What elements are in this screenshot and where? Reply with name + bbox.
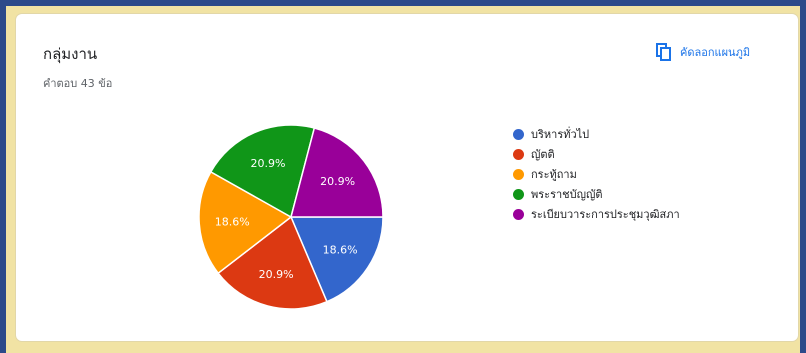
chart-legend: บริหารทั่วไปญัตติกระทู้ถามพระราชบัญญัติร… — [513, 124, 680, 224]
pie-slice-5 — [290, 127, 384, 218]
legend-item: บริหารทั่วไป — [513, 124, 680, 144]
pie-slice-3 — [198, 170, 293, 275]
copy-chart-button[interactable]: คัดลอกแผนภูมิ — [656, 40, 750, 64]
legend-item: ระเบียบวาระการประชุมวุฒิสภา — [513, 204, 680, 224]
legend-label: กระทู้ถาม — [531, 168, 577, 181]
legend-label: ระเบียบวาระการประชุมวุฒิสภา — [531, 208, 680, 221]
copy-icon — [656, 43, 672, 61]
legend-label: ญัตติ — [531, 148, 555, 161]
legend-label: พระราชบัญญัติ — [531, 188, 603, 201]
slice-value-label: 18.6% — [323, 244, 358, 257]
legend-swatch — [513, 128, 524, 140]
chart-card: กลุ่มงาน คำตอบ 43 ข้อ คัดลอกแผนภูมิ 18.6… — [16, 14, 798, 341]
legend-swatch — [513, 188, 524, 200]
card-title: กลุ่มงาน — [43, 45, 98, 63]
slice-value-label: 18.6% — [215, 215, 250, 228]
legend-swatch — [513, 168, 524, 180]
pie-slice-1 — [289, 216, 384, 303]
copy-chart-label: คัดลอกแผนภูมิ — [680, 46, 751, 59]
legend-item: ญัตติ — [513, 144, 680, 164]
slice-value-label: 20.9% — [259, 268, 294, 281]
pie-slice-4 — [209, 124, 316, 219]
legend-swatch — [513, 148, 524, 160]
legend-item: กระทู้ถาม — [513, 164, 680, 184]
pie-slice-2 — [217, 215, 328, 310]
response-count: คำตอบ 43 ข้อ — [43, 77, 113, 90]
slice-value-label: 20.9% — [251, 157, 286, 170]
pie-chart: 18.6% 20.9% 18.6% 20.9% 20.9% — [198, 124, 384, 310]
legend-swatch — [513, 208, 524, 220]
slice-value-label: 20.9% — [320, 175, 355, 188]
legend-item: พระราชบัญญัติ — [513, 184, 680, 204]
legend-label: บริหารทั่วไป — [531, 128, 590, 141]
